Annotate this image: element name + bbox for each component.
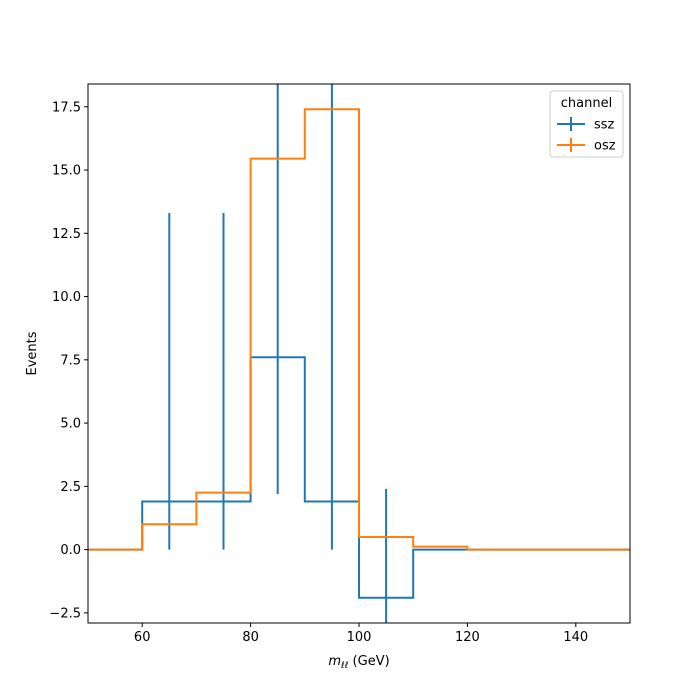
plot-area <box>88 84 630 623</box>
step-line <box>88 108 630 551</box>
step-line <box>88 356 630 599</box>
y-tick-label: 2.5 <box>60 480 81 495</box>
y-tick-label: 5.0 <box>60 417 81 432</box>
x-axis-label: mℓℓ (GeV) <box>328 654 389 671</box>
y-tick-label: 0.0 <box>60 543 81 558</box>
y-tick-label: 7.5 <box>60 353 81 368</box>
x-axis: 60 80 100 120 140 <box>134 623 588 645</box>
x-tick-label: 60 <box>134 630 151 645</box>
y-axis-label: Events <box>25 331 40 375</box>
legend-label: osz <box>594 139 616 154</box>
y-tick-label: 10.0 <box>52 290 81 305</box>
legend-item-osz: osz <box>557 138 616 154</box>
y-tick-label: 15.0 <box>52 164 81 179</box>
x-tick-label: 80 <box>242 630 259 645</box>
series-osz <box>88 108 630 551</box>
y-tick-label: 12.5 <box>52 227 81 242</box>
x-tick-label: 120 <box>455 630 480 645</box>
legend-box <box>549 90 624 158</box>
x-tick-label: 100 <box>347 630 372 645</box>
y-tick-label: −2.5 <box>49 606 81 621</box>
y-tick-label: 17.5 <box>52 100 81 115</box>
x-tick-label: 140 <box>563 630 588 645</box>
legend: channel ssz osz <box>549 90 624 158</box>
y-axis: −2.5 0.0 2.5 5.0 7.5 10.0 12.5 15.0 17.5 <box>49 100 88 621</box>
legend-item-ssz: ssz <box>557 117 615 133</box>
legend-title: channel <box>561 96 612 111</box>
legend-label: ssz <box>594 118 615 133</box>
